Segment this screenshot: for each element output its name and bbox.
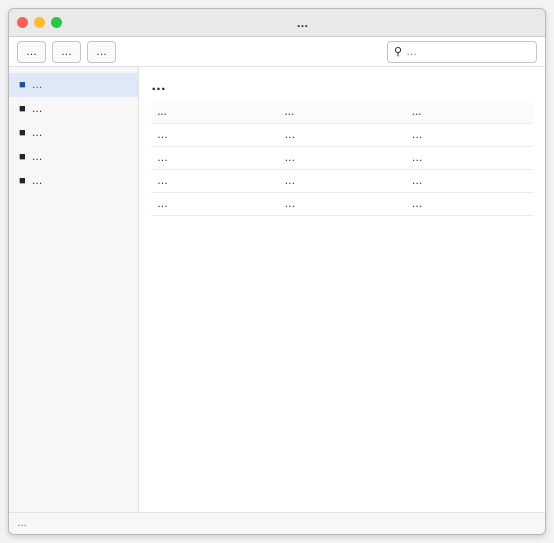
toolbar-button-1[interactable]: … (17, 40, 46, 63)
sidebar-item-label: … (31, 79, 43, 91)
table-cell: … (151, 192, 279, 216)
page-title: … (151, 77, 166, 94)
folder-icon: ■ (19, 151, 26, 163)
table-row[interactable]: … … … (151, 192, 533, 216)
sidebar-item-label: … (31, 175, 43, 187)
folder-icon: ■ (19, 103, 26, 115)
title-bar: … (9, 9, 545, 37)
sidebar: ■ … ■ … ■ … ■ … ■ … (9, 67, 139, 512)
window-title: … (296, 15, 309, 30)
column-header[interactable]: … (151, 102, 279, 124)
search-icon: ⚲ (394, 46, 403, 58)
table-cell: … (278, 169, 406, 193)
maximize-icon[interactable] (51, 17, 62, 28)
table-header-row: … … … (151, 102, 533, 124)
table-cell: … (405, 146, 533, 170)
table-cell: … (405, 192, 533, 216)
table-cell: … (405, 123, 533, 147)
column-header[interactable]: … (278, 102, 406, 124)
table-cell: … (278, 192, 406, 216)
sidebar-item-1[interactable]: ■ … (9, 73, 138, 97)
table-row[interactable]: … … … (151, 169, 533, 193)
toolbar-button-2[interactable]: … (52, 40, 81, 63)
main-content: … … … … … … … … (139, 67, 545, 512)
table-cell: … (278, 123, 406, 147)
table-cell: … (405, 169, 533, 193)
sidebar-item-2[interactable]: ■ … (9, 97, 138, 121)
toolbar: … … … ⚲ (9, 37, 545, 67)
sidebar-item-label: … (31, 151, 43, 163)
folder-icon: ■ (19, 79, 26, 91)
search-input[interactable] (406, 45, 530, 58)
table-cell: … (151, 169, 279, 193)
status-text: … (17, 518, 27, 529)
table-cell: … (151, 123, 279, 147)
status-bar: … (9, 512, 545, 534)
app-window: … … … … ⚲ ■ … ■ … ■ … ■ … (8, 8, 546, 535)
table-row[interactable]: … … … (151, 123, 533, 147)
sidebar-item-label: … (31, 103, 43, 115)
table-cell: … (278, 146, 406, 170)
data-table: … … … … … … … … … (151, 102, 533, 216)
sidebar-item-5[interactable]: ■ … (9, 169, 138, 193)
sidebar-item-4[interactable]: ■ … (9, 145, 138, 169)
folder-icon: ■ (19, 175, 26, 187)
folder-icon: ■ (19, 127, 26, 139)
table-row[interactable]: … … … (151, 146, 533, 170)
sidebar-item-label: … (31, 127, 43, 139)
column-header[interactable]: … (405, 102, 533, 124)
table-cell: … (151, 146, 279, 170)
minimize-icon[interactable] (34, 17, 45, 28)
close-icon[interactable] (17, 17, 28, 28)
sidebar-item-3[interactable]: ■ … (9, 121, 138, 145)
toolbar-button-3[interactable]: … (87, 40, 116, 63)
search-box[interactable]: ⚲ (387, 40, 537, 63)
